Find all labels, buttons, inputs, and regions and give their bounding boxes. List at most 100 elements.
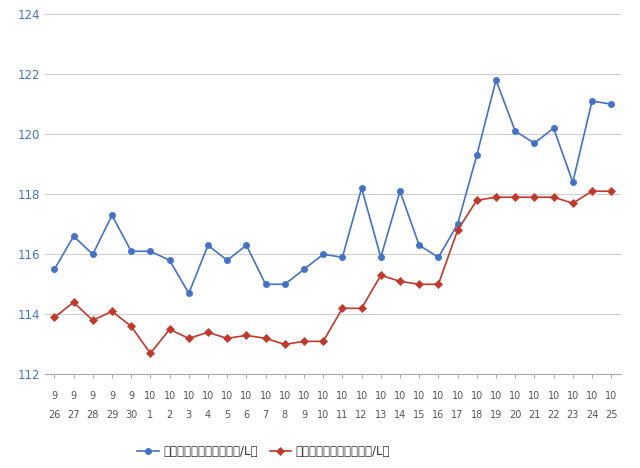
レギュラー実売価格（円/L） <box>89 317 97 323</box>
Text: 10: 10 <box>221 391 234 401</box>
Text: 10: 10 <box>317 391 330 401</box>
レギュラー実売価格（円/L） <box>588 189 596 194</box>
Text: 8: 8 <box>282 410 288 420</box>
レギュラー実売価格（円/L） <box>185 336 193 341</box>
Text: 22: 22 <box>547 410 560 420</box>
レギュラー看板価格（円/L） <box>435 255 442 260</box>
Text: 10: 10 <box>278 391 291 401</box>
Text: 7: 7 <box>262 410 269 420</box>
レギュラー実売価格（円/L） <box>531 194 538 200</box>
レギュラー実売価格（円/L） <box>492 194 500 200</box>
レギュラー実売価格（円/L） <box>223 336 231 341</box>
レギュラー実売価格（円/L） <box>300 338 308 344</box>
Text: 1: 1 <box>147 410 154 420</box>
レギュラー実売価格（円/L） <box>454 227 461 233</box>
レギュラー実売価格（円/L） <box>569 200 577 206</box>
レギュラー実売価格（円/L） <box>511 194 519 200</box>
レギュラー看板価格（円/L） <box>204 242 212 248</box>
レギュラー看板価格（円/L） <box>108 212 116 218</box>
レギュラー実売価格（円/L） <box>377 272 385 278</box>
レギュラー看板価格（円/L） <box>607 101 615 107</box>
レギュラー看板価格（円/L） <box>243 242 250 248</box>
レギュラー看板価格（円/L） <box>454 221 461 227</box>
レギュラー看板価格（円/L） <box>319 251 327 257</box>
Text: 18: 18 <box>470 410 483 420</box>
Text: 23: 23 <box>566 410 579 420</box>
レギュラー実売価格（円/L） <box>262 336 269 341</box>
レギュラー実売価格（円/L） <box>243 333 250 338</box>
レギュラー看板価格（円/L） <box>281 281 289 287</box>
Text: 10: 10 <box>202 391 214 401</box>
レギュラー看板価格（円/L） <box>396 189 404 194</box>
レギュラー実売価格（円/L） <box>51 314 58 320</box>
Text: 27: 27 <box>67 410 80 420</box>
Text: 10: 10 <box>605 391 618 401</box>
Text: 10: 10 <box>298 391 310 401</box>
レギュラー看板価格（円/L） <box>339 255 346 260</box>
Line: レギュラー看板価格（円/L）: レギュラー看板価格（円/L） <box>51 77 614 296</box>
Text: 9: 9 <box>109 391 115 401</box>
レギュラー看板価格（円/L） <box>550 125 557 131</box>
Text: 12: 12 <box>355 410 368 420</box>
レギュラー看板価格（円/L） <box>358 185 365 191</box>
Text: 9: 9 <box>90 391 96 401</box>
レギュラー実売価格（円/L） <box>339 306 346 311</box>
レギュラー看板価格（円/L） <box>300 266 308 272</box>
レギュラー看板価格（円/L） <box>262 281 269 287</box>
Text: 30: 30 <box>125 410 138 420</box>
レギュラー看板価格（円/L） <box>51 266 58 272</box>
レギュラー実売価格（円/L） <box>435 281 442 287</box>
レギュラー実売価格（円/L） <box>147 351 154 356</box>
レギュラー看板価格（円/L） <box>569 179 577 185</box>
Text: 9: 9 <box>301 410 307 420</box>
Text: 10: 10 <box>394 391 406 401</box>
Text: 17: 17 <box>451 410 464 420</box>
Text: 10: 10 <box>413 391 426 401</box>
Text: 10: 10 <box>566 391 579 401</box>
Text: 28: 28 <box>86 410 99 420</box>
Text: 10: 10 <box>144 391 157 401</box>
Text: 10: 10 <box>586 391 598 401</box>
レギュラー看板価格（円/L） <box>588 98 596 104</box>
レギュラー実売価格（円/L） <box>70 300 77 305</box>
Text: 19: 19 <box>490 410 502 420</box>
レギュラー看板価格（円/L） <box>89 251 97 257</box>
Text: 2: 2 <box>166 410 173 420</box>
レギュラー実売価格（円/L） <box>473 197 481 203</box>
Text: 5: 5 <box>224 410 230 420</box>
レギュラー実売価格（円/L） <box>607 189 615 194</box>
レギュラー看板価格（円/L） <box>147 249 154 254</box>
Text: 29: 29 <box>106 410 118 420</box>
Text: 10: 10 <box>490 391 502 401</box>
Text: 3: 3 <box>186 410 192 420</box>
レギュラー看板価格（円/L） <box>377 255 385 260</box>
レギュラー実売価格（円/L） <box>319 338 327 344</box>
Text: 10: 10 <box>432 391 445 401</box>
レギュラー実売価格（円/L） <box>415 281 423 287</box>
レギュラー実売価格（円/L） <box>166 327 173 332</box>
Text: 10: 10 <box>336 391 349 401</box>
レギュラー看板価格（円/L） <box>166 257 173 263</box>
Text: 16: 16 <box>432 410 445 420</box>
Text: 9: 9 <box>128 391 134 401</box>
レギュラー看板価格（円/L） <box>511 128 519 134</box>
レギュラー看板価格（円/L） <box>185 291 193 296</box>
Text: 14: 14 <box>394 410 406 420</box>
レギュラー実売価格（円/L） <box>204 329 212 335</box>
レギュラー実売価格（円/L） <box>358 306 365 311</box>
Text: 10: 10 <box>374 391 387 401</box>
Text: 10: 10 <box>509 391 522 401</box>
Text: 21: 21 <box>528 410 541 420</box>
Text: 4: 4 <box>205 410 211 420</box>
レギュラー実売価格（円/L） <box>550 194 557 200</box>
Text: 25: 25 <box>605 410 618 420</box>
Line: レギュラー実売価格（円/L）: レギュラー実売価格（円/L） <box>52 189 614 356</box>
レギュラー実売価格（円/L） <box>108 308 116 314</box>
Text: 10: 10 <box>547 391 560 401</box>
Text: 10: 10 <box>355 391 368 401</box>
レギュラー看板価格（円/L） <box>70 234 77 239</box>
Text: 13: 13 <box>374 410 387 420</box>
Text: 10: 10 <box>317 410 330 420</box>
Text: 20: 20 <box>509 410 522 420</box>
Legend: レギュラー看板価格（円/L）, レギュラー実売価格（円/L）: レギュラー看板価格（円/L）, レギュラー実売価格（円/L） <box>138 445 390 458</box>
